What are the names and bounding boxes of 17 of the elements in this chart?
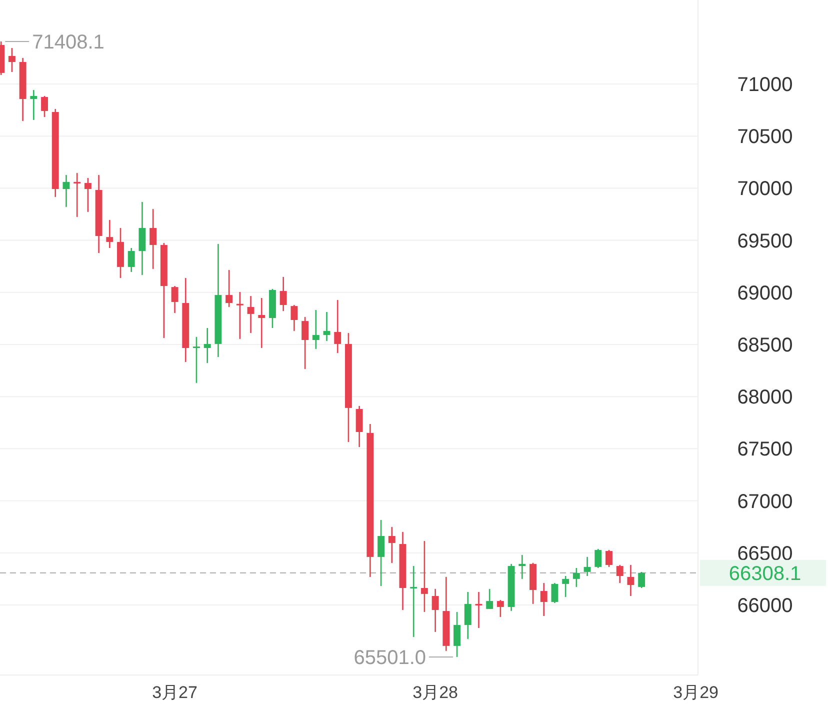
y-tick-label: 66500: [737, 542, 793, 565]
y-tick-label: 69500: [737, 230, 793, 252]
y-tick-label: 68000: [737, 386, 793, 409]
y-tick-label: 67500: [737, 438, 793, 461]
x-tick-label: 3月29: [673, 683, 719, 702]
ref-line-label: 66308.1: [728, 562, 802, 585]
y-tick-label: 67000: [737, 490, 793, 513]
annotation: 65501.0: [354, 646, 426, 669]
y-tick-label: 66000: [737, 594, 793, 617]
y-tick-label: 71000: [737, 74, 793, 96]
annotation: 71408.1: [32, 31, 104, 54]
y-tick-label: 70000: [737, 178, 793, 200]
y-tick-label: 69000: [737, 282, 793, 304]
x-tick-label: 3月27: [152, 683, 198, 702]
x-tick-label: 3月28: [412, 683, 458, 702]
y-tick-label: 70500: [737, 126, 793, 148]
y-tick-label: 68500: [737, 334, 793, 356]
